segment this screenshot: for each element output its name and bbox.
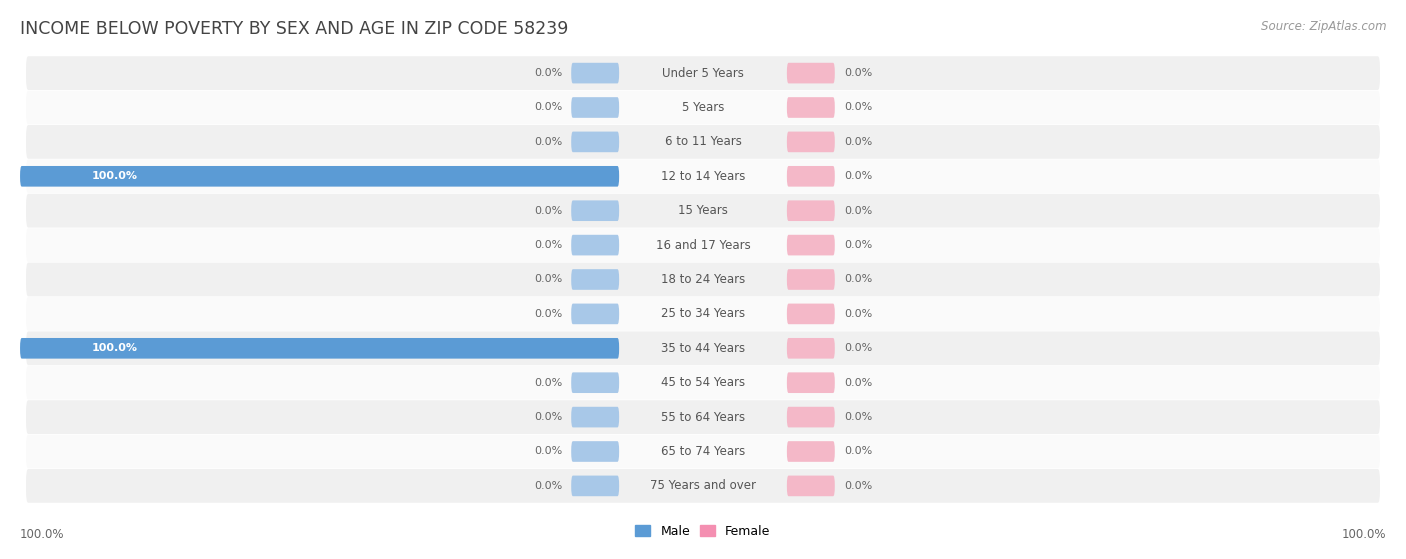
Text: 0.0%: 0.0% <box>534 378 562 388</box>
FancyBboxPatch shape <box>27 91 1379 124</box>
FancyBboxPatch shape <box>787 476 835 496</box>
Text: 25 to 34 Years: 25 to 34 Years <box>661 307 745 320</box>
FancyBboxPatch shape <box>27 263 1379 296</box>
Text: 0.0%: 0.0% <box>844 68 872 78</box>
Text: 0.0%: 0.0% <box>844 309 872 319</box>
FancyBboxPatch shape <box>571 63 619 83</box>
FancyBboxPatch shape <box>571 235 619 255</box>
FancyBboxPatch shape <box>571 304 619 324</box>
FancyBboxPatch shape <box>571 269 619 290</box>
FancyBboxPatch shape <box>787 372 835 393</box>
FancyBboxPatch shape <box>27 56 1379 90</box>
Text: 0.0%: 0.0% <box>844 206 872 216</box>
Text: 0.0%: 0.0% <box>534 481 562 491</box>
FancyBboxPatch shape <box>27 194 1379 228</box>
FancyBboxPatch shape <box>571 441 619 462</box>
Text: 55 to 64 Years: 55 to 64 Years <box>661 411 745 424</box>
Text: INCOME BELOW POVERTY BY SEX AND AGE IN ZIP CODE 58239: INCOME BELOW POVERTY BY SEX AND AGE IN Z… <box>20 20 568 37</box>
FancyBboxPatch shape <box>27 125 1379 159</box>
Text: 100.0%: 100.0% <box>91 343 138 353</box>
FancyBboxPatch shape <box>27 297 1379 331</box>
FancyBboxPatch shape <box>787 235 835 255</box>
Text: 65 to 74 Years: 65 to 74 Years <box>661 445 745 458</box>
Text: 45 to 54 Years: 45 to 54 Years <box>661 376 745 389</box>
FancyBboxPatch shape <box>571 372 619 393</box>
Text: 0.0%: 0.0% <box>534 274 562 285</box>
Text: 0.0%: 0.0% <box>534 137 562 147</box>
Text: 0.0%: 0.0% <box>844 481 872 491</box>
FancyBboxPatch shape <box>571 97 619 118</box>
FancyBboxPatch shape <box>27 331 1379 365</box>
FancyBboxPatch shape <box>787 407 835 428</box>
Text: 12 to 14 Years: 12 to 14 Years <box>661 170 745 183</box>
Text: 0.0%: 0.0% <box>534 309 562 319</box>
Text: 0.0%: 0.0% <box>844 240 872 250</box>
FancyBboxPatch shape <box>20 166 619 187</box>
Text: 100.0%: 100.0% <box>20 528 65 541</box>
Text: 0.0%: 0.0% <box>844 412 872 422</box>
Text: 35 to 44 Years: 35 to 44 Years <box>661 342 745 355</box>
FancyBboxPatch shape <box>787 97 835 118</box>
FancyBboxPatch shape <box>20 338 619 359</box>
Text: 100.0%: 100.0% <box>1341 528 1386 541</box>
FancyBboxPatch shape <box>27 159 1379 193</box>
Text: 0.0%: 0.0% <box>844 378 872 388</box>
FancyBboxPatch shape <box>571 200 619 221</box>
Text: 0.0%: 0.0% <box>534 240 562 250</box>
Text: Under 5 Years: Under 5 Years <box>662 67 744 79</box>
FancyBboxPatch shape <box>27 228 1379 262</box>
Text: 6 to 11 Years: 6 to 11 Years <box>665 135 741 148</box>
Text: 15 Years: 15 Years <box>678 204 728 217</box>
Text: 0.0%: 0.0% <box>844 171 872 181</box>
Text: 0.0%: 0.0% <box>844 274 872 285</box>
FancyBboxPatch shape <box>27 400 1379 434</box>
Text: 0.0%: 0.0% <box>844 102 872 112</box>
FancyBboxPatch shape <box>27 469 1379 503</box>
FancyBboxPatch shape <box>787 304 835 324</box>
Text: 0.0%: 0.0% <box>534 68 562 78</box>
FancyBboxPatch shape <box>571 131 619 152</box>
FancyBboxPatch shape <box>27 366 1379 400</box>
Text: 0.0%: 0.0% <box>844 447 872 457</box>
FancyBboxPatch shape <box>787 441 835 462</box>
FancyBboxPatch shape <box>787 269 835 290</box>
Text: 0.0%: 0.0% <box>844 343 872 353</box>
FancyBboxPatch shape <box>571 476 619 496</box>
Text: 18 to 24 Years: 18 to 24 Years <box>661 273 745 286</box>
Text: 0.0%: 0.0% <box>534 447 562 457</box>
Text: 100.0%: 100.0% <box>91 171 138 181</box>
FancyBboxPatch shape <box>787 131 835 152</box>
Legend: Male, Female: Male, Female <box>631 521 775 542</box>
FancyBboxPatch shape <box>787 166 835 187</box>
FancyBboxPatch shape <box>787 200 835 221</box>
Text: 0.0%: 0.0% <box>844 137 872 147</box>
FancyBboxPatch shape <box>27 435 1379 468</box>
FancyBboxPatch shape <box>787 63 835 83</box>
Text: 0.0%: 0.0% <box>534 412 562 422</box>
Text: 0.0%: 0.0% <box>534 206 562 216</box>
Text: Source: ZipAtlas.com: Source: ZipAtlas.com <box>1261 20 1386 32</box>
Text: 0.0%: 0.0% <box>534 102 562 112</box>
FancyBboxPatch shape <box>571 407 619 428</box>
Text: 75 Years and over: 75 Years and over <box>650 480 756 492</box>
Text: 16 and 17 Years: 16 and 17 Years <box>655 239 751 252</box>
Text: 5 Years: 5 Years <box>682 101 724 114</box>
FancyBboxPatch shape <box>787 338 835 359</box>
